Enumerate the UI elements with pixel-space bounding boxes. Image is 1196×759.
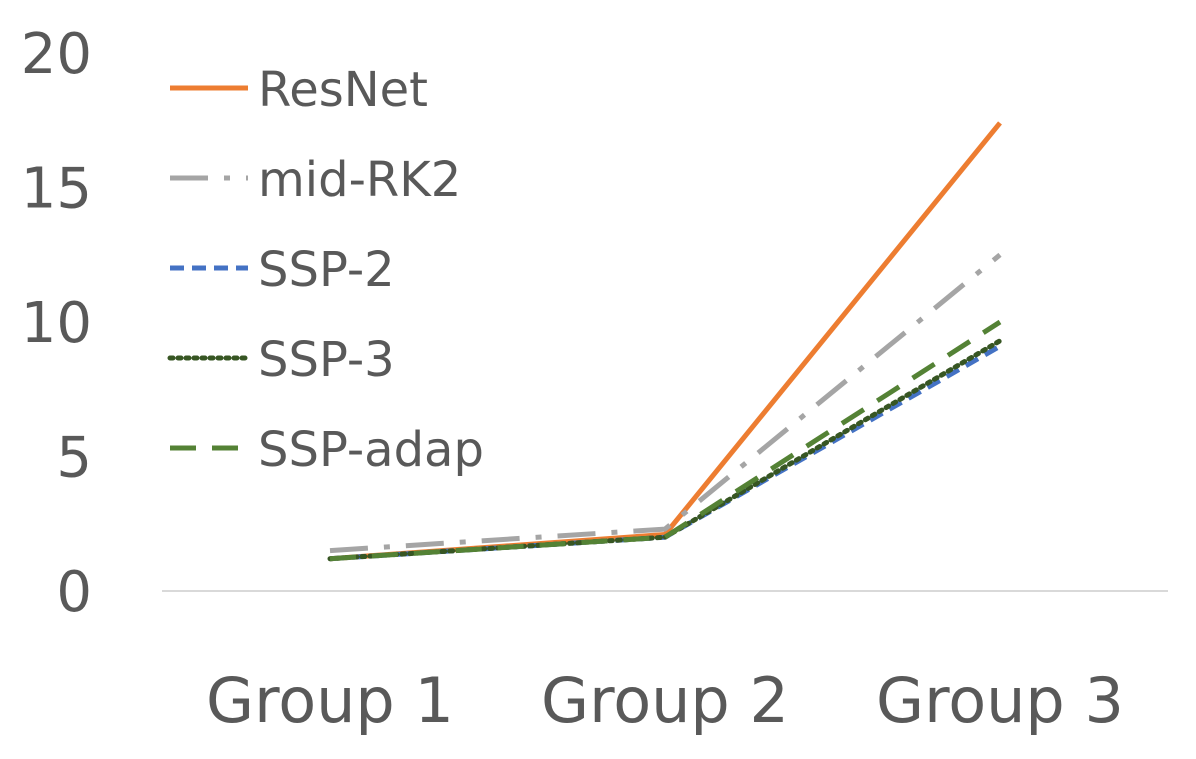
x-axis-ticks: Group 1 Group 2 Group 3 xyxy=(206,664,1124,737)
x-tick-label: Group 2 xyxy=(541,664,789,737)
y-tick-label: 10 xyxy=(21,291,92,356)
y-tick-label: 15 xyxy=(21,157,92,222)
legend-label: SSP-3 xyxy=(258,332,395,388)
legend-label: ResNet xyxy=(258,62,428,118)
series-line-ssp-3 xyxy=(327,338,1003,562)
series-lines xyxy=(327,121,1003,562)
x-tick-label: Group 1 xyxy=(206,664,454,737)
y-tick-label: 20 xyxy=(21,22,92,87)
legend-label: SSP-2 xyxy=(258,242,395,298)
legend: ResNet mid-RK2 SSP-2 SSP-3 SSP-adap xyxy=(167,62,484,478)
x-tick-label: Group 3 xyxy=(876,664,1124,737)
legend-label: SSP-adap xyxy=(258,422,484,478)
series-line-ssp-adap xyxy=(329,319,1002,562)
legend-label: mid-RK2 xyxy=(258,152,461,208)
y-axis-ticks: 0 5 10 15 20 xyxy=(21,22,92,625)
y-tick-label: 0 xyxy=(56,560,92,625)
y-tick-label: 5 xyxy=(56,426,92,491)
series-line-mid-rk2 xyxy=(329,252,1002,554)
